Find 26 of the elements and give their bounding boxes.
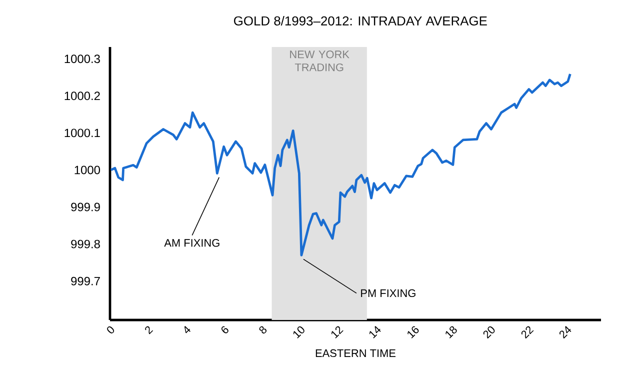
y-tick-label: 1000.1 (64, 128, 100, 138)
x-tick-label: 10 (293, 326, 304, 338)
line-series (110, 72, 572, 256)
x-tick-label: 8 (259, 326, 267, 334)
band-label: NEW YORK TRADING (290, 50, 350, 72)
y-tick-label: 1000.2 (64, 92, 100, 100)
chart-title: GOLD 8/1993–2012: INTRADAY AVERAGE (234, 16, 487, 26)
x-tick-label: 4 (184, 326, 190, 334)
x-tick-label: 6 (221, 326, 228, 334)
x-tick-label: 20 (483, 326, 495, 339)
y-tick-label: 1000.3 (64, 54, 100, 64)
x-tick-label: 0 (107, 326, 114, 334)
y-tick-label: 999.8 (71, 240, 100, 248)
x-tick-label: 14 (369, 326, 381, 338)
y-tick-label: 1000 (74, 166, 100, 174)
x-tick-label: 18 (446, 326, 457, 338)
x-tick-label: 2 (145, 326, 154, 334)
x-tick-label: 12 (331, 326, 344, 338)
x-axis-title: EASTERN TIME (316, 349, 396, 358)
annotation: AM FIXING (164, 239, 220, 247)
x-tick-label: 22 (521, 326, 534, 339)
annotation: PM FIXING (361, 289, 416, 298)
x-tick-label: 24 (559, 326, 572, 339)
y-tick-label: 999.7 (71, 276, 100, 286)
x-tick-label: 16 (408, 326, 419, 338)
y-tick-label: 999.9 (71, 202, 100, 212)
